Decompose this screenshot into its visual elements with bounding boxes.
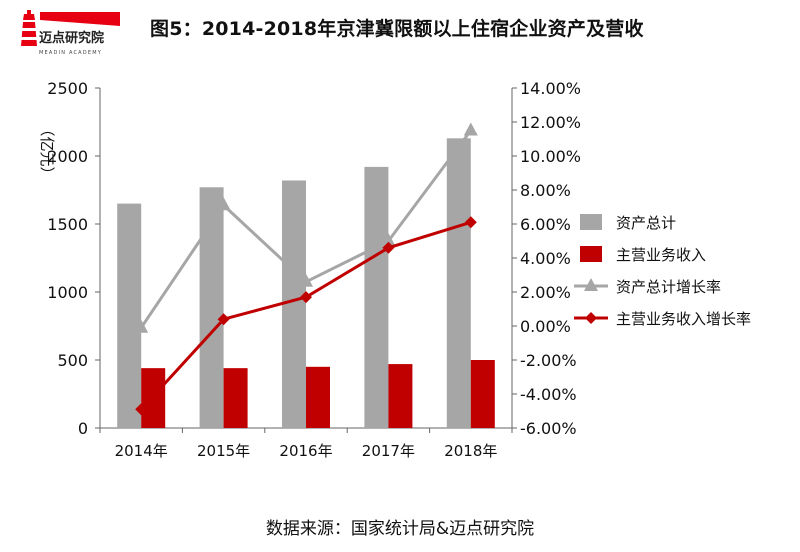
y-tick-label-right: 0.00%: [520, 317, 571, 336]
x-tick-label: 2016年: [279, 442, 332, 460]
y-tick-label-right: 8.00%: [520, 181, 571, 200]
point-revenue-growth: [464, 216, 477, 229]
y-tick-label-left: 2000: [47, 147, 88, 166]
legend-marker: [585, 312, 597, 324]
legend-swatch: [580, 214, 602, 230]
point-revenue-growth: [217, 313, 230, 326]
y-tick-label-left: 0: [78, 419, 88, 438]
y-tick-label-left: 2500: [47, 79, 88, 98]
bar-revenue: [470, 360, 495, 428]
y-tick-label-right: -4.00%: [520, 385, 577, 404]
x-tick-label: 2017年: [362, 442, 415, 460]
y-tick-label-left: 1500: [47, 215, 88, 234]
y-tick-label-right: 14.00%: [520, 79, 581, 98]
y-tick-label-right: 4.00%: [520, 249, 571, 268]
brand-subtitle: MEADIN ACADEMY: [39, 50, 102, 56]
x-tick-label: 2015年: [197, 442, 250, 460]
bar-assets: [282, 180, 306, 428]
bar-revenue: [223, 368, 248, 428]
source-note: 数据来源：国家统计局&迈点研究院: [265, 519, 535, 539]
bar-assets: [446, 138, 471, 428]
y-tick-label-right: -6.00%: [520, 419, 577, 438]
brand-flag-icon: [40, 12, 120, 26]
legend-label: 资产总计增长率: [616, 278, 721, 296]
point-revenue-growth: [135, 403, 148, 416]
point-assets-growth: [299, 273, 313, 287]
legend-label: 主营业务收入增长率: [616, 310, 751, 328]
point-assets-growth: [463, 122, 478, 136]
bar-revenue: [306, 366, 330, 428]
bar-assets: [117, 203, 142, 428]
y-tick-label-left: 1000: [47, 283, 88, 302]
x-tick-label: 2018年: [444, 442, 497, 460]
bar-assets: [199, 187, 224, 428]
chart-area: 0 500 1000 1500 2000 2500 -6.00% -4.00% -2.00% 0.…: [38, 79, 751, 460]
y-tick-label-right: 6.00%: [520, 215, 571, 234]
legend-label: 主营业务收入: [616, 246, 706, 264]
y-tick-label-right: 10.00%: [520, 147, 581, 166]
chart-title: 图5：2014-2018年京津冀限额以上住宿企业资产及营收: [150, 18, 644, 40]
y-tick-label-right: 12.00%: [520, 113, 581, 132]
y-axis-label: （亿元）: [38, 121, 56, 181]
x-tick-label: 2014年: [115, 442, 168, 460]
legend-marker: [584, 278, 598, 291]
point-assets-growth: [381, 233, 396, 246]
point-revenue-growth: [300, 291, 312, 304]
point-assets-growth: [134, 319, 149, 333]
y-tick-label-left: 500: [57, 351, 88, 370]
bar-assets: [364, 166, 389, 428]
brand-name: 迈点研究院: [39, 30, 104, 46]
legend-label: 资产总计: [616, 214, 676, 232]
y-tick-label-right: -2.00%: [520, 351, 577, 370]
point-assets-growth: [216, 197, 231, 211]
bar-revenue: [388, 364, 413, 428]
brand-logo: 迈点研究院 MEADIN ACADEMY: [21, 10, 120, 56]
legend-swatch: [580, 246, 602, 262]
point-revenue-growth: [382, 241, 395, 254]
lighthouse-icon: [21, 10, 37, 46]
y-tick-label-right: 2.00%: [520, 283, 571, 302]
